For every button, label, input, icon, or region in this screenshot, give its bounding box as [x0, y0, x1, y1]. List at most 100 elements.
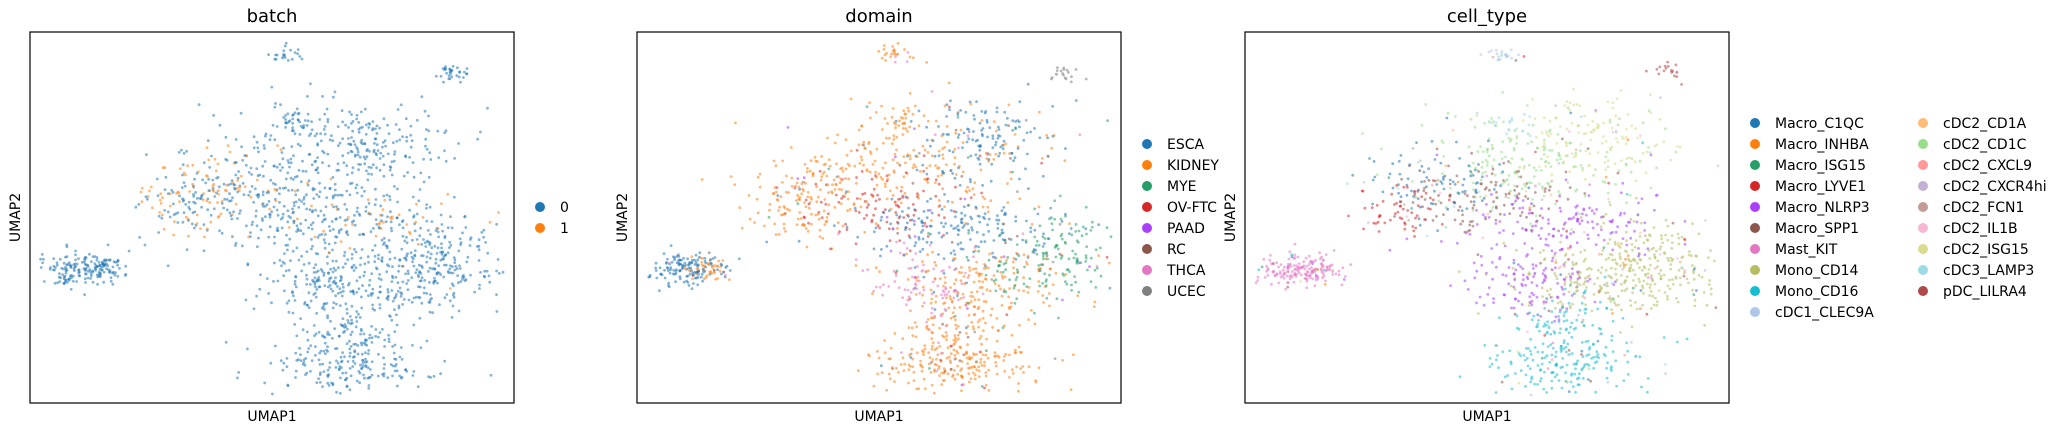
data-point: [1053, 217, 1056, 221]
data-point: [188, 190, 192, 193]
data-point: [293, 323, 297, 326]
data-point: [191, 163, 195, 167]
data-point: [393, 185, 396, 188]
data-point: [1629, 304, 1633, 307]
data-point: [1608, 252, 1612, 256]
data-point: [983, 217, 986, 221]
data-point: [1538, 214, 1542, 218]
data-point: [386, 152, 390, 156]
data-point: [1069, 227, 1073, 230]
data-point: [913, 266, 917, 269]
data-point: [1504, 195, 1508, 199]
data-point: [1576, 204, 1579, 208]
data-point: [978, 215, 981, 218]
data-point: [837, 187, 841, 191]
data-point: [406, 171, 409, 174]
data-point: [388, 198, 392, 202]
data-point: [906, 278, 910, 281]
data-point: [1619, 264, 1622, 268]
data-point: [459, 280, 463, 284]
data-point: [914, 241, 918, 245]
data-point: [1476, 150, 1480, 154]
data-point: [862, 140, 866, 144]
data-point: [924, 270, 928, 274]
data-point: [381, 208, 385, 212]
data-point: [1051, 260, 1055, 264]
data-point: [1541, 295, 1544, 298]
data-point: [1002, 255, 1006, 258]
data-point: [881, 293, 884, 297]
data-point: [368, 278, 372, 282]
data-point: [1024, 118, 1028, 122]
data-point: [1526, 312, 1529, 316]
data-point: [170, 188, 174, 192]
data-point: [901, 356, 905, 360]
data-point: [929, 301, 933, 305]
data-point: [1574, 148, 1578, 152]
data-point: [206, 139, 210, 143]
data-point: [1532, 275, 1535, 278]
data-point: [378, 306, 382, 310]
data-point: [335, 390, 338, 394]
data-point: [1674, 63, 1678, 67]
data-point: [1041, 281, 1044, 285]
data-point: [666, 257, 669, 261]
data-point: [451, 64, 455, 68]
data-point: [1424, 103, 1428, 106]
data-point: [1567, 130, 1571, 134]
data-point: [295, 334, 299, 338]
data-point: [867, 203, 870, 207]
data-point: [383, 338, 387, 342]
data-point: [200, 205, 204, 209]
data-point: [391, 141, 395, 145]
data-point: [330, 134, 333, 138]
data-point: [1445, 116, 1449, 120]
data-point: [97, 261, 101, 264]
data-point: [903, 48, 906, 51]
data-point: [906, 130, 909, 133]
data-point: [789, 146, 793, 149]
data-point: [888, 377, 892, 381]
data-point: [1614, 242, 1617, 246]
data-point: [342, 254, 346, 258]
data-point: [830, 191, 834, 195]
data-point: [724, 266, 728, 269]
data-point: [380, 238, 384, 242]
data-point: [418, 263, 421, 267]
data-point: [409, 133, 413, 137]
data-point: [891, 107, 895, 110]
data-point: [56, 281, 59, 285]
data-point: [679, 262, 682, 266]
data-point: [1472, 188, 1475, 192]
data-point: [779, 195, 783, 199]
data-point: [116, 259, 120, 262]
data-point: [312, 271, 316, 274]
data-point: [1033, 207, 1036, 211]
data-point: [1666, 256, 1669, 260]
data-point: [370, 325, 373, 328]
data-point: [1629, 170, 1633, 174]
data-point: [1489, 121, 1492, 124]
data-point: [912, 163, 916, 167]
data-point: [338, 334, 341, 338]
data-point: [1658, 247, 1662, 251]
data-point: [1566, 247, 1570, 250]
data-point: [1483, 122, 1486, 125]
data-point: [983, 277, 987, 281]
data-point: [986, 135, 989, 139]
data-point: [355, 279, 359, 283]
data-point: [836, 133, 839, 137]
data-point: [1027, 187, 1030, 191]
data-point: [355, 291, 359, 294]
data-point: [42, 280, 46, 283]
data-point: [921, 163, 925, 167]
data-point: [837, 232, 840, 236]
data-point: [336, 285, 339, 288]
data-point: [925, 125, 928, 129]
data-point: [268, 213, 272, 217]
data-point: [1025, 152, 1029, 156]
data-point: [701, 267, 705, 271]
data-point: [348, 246, 352, 250]
data-point: [297, 258, 301, 262]
data-point: [863, 146, 867, 150]
